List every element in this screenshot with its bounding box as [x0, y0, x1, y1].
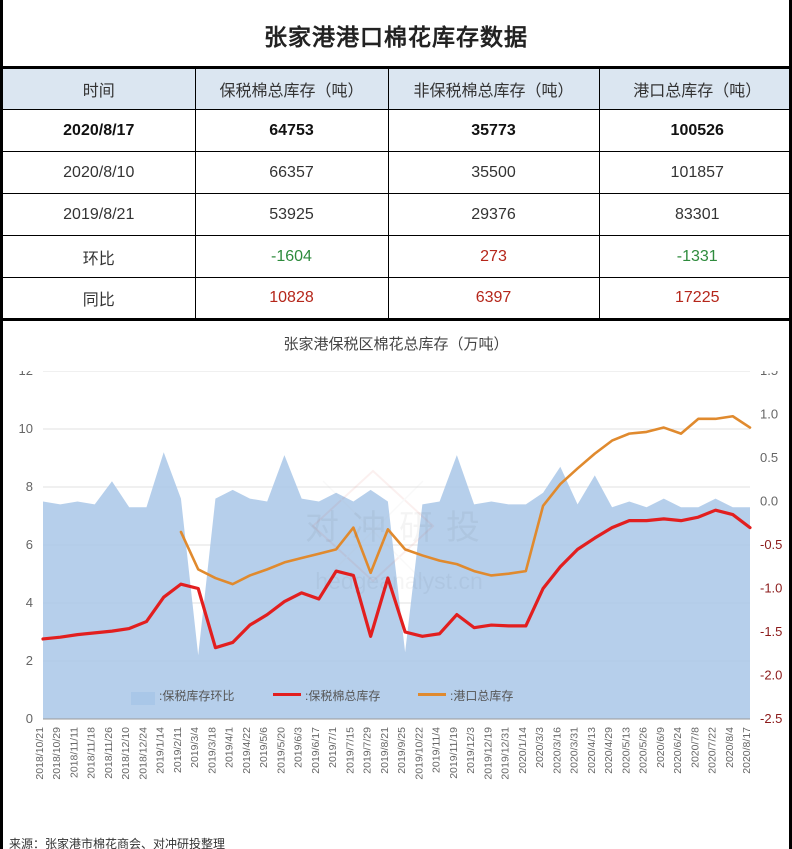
- svg-text:0.0: 0.0: [760, 494, 778, 509]
- svg-text:2018/12/24: 2018/12/24: [137, 727, 149, 780]
- svg-text:2019/10/22: 2019/10/22: [413, 727, 425, 780]
- svg-text:2020/5/13: 2020/5/13: [620, 727, 632, 774]
- svg-text:2020/6/9: 2020/6/9: [655, 727, 667, 768]
- svg-text:2020/5/26: 2020/5/26: [638, 727, 650, 774]
- svg-text:0: 0: [26, 711, 33, 726]
- svg-text:2019/7/1: 2019/7/1: [327, 727, 339, 768]
- svg-text:-2.0: -2.0: [760, 668, 782, 683]
- svg-text:4: 4: [26, 595, 33, 610]
- svg-text:2020/3/16: 2020/3/16: [551, 727, 563, 774]
- svg-text:2018/11/18: 2018/11/18: [86, 727, 98, 779]
- svg-text:2020/4/29: 2020/4/29: [603, 727, 615, 774]
- svg-text:12: 12: [19, 371, 33, 378]
- svg-text:2019/9/25: 2019/9/25: [396, 727, 408, 774]
- svg-text:-0.5: -0.5: [760, 537, 782, 552]
- svg-text:6: 6: [26, 537, 33, 552]
- svg-text:2019/12/31: 2019/12/31: [500, 727, 512, 780]
- svg-text:2020/8/17: 2020/8/17: [741, 727, 753, 774]
- svg-text:2019/3/18: 2019/3/18: [206, 727, 218, 774]
- svg-text:2018/11/11: 2018/11/11: [68, 727, 80, 778]
- svg-text:2020/8/4: 2020/8/4: [724, 727, 736, 768]
- svg-text:2019/6/3: 2019/6/3: [293, 727, 305, 768]
- svg-text:2019/1/14: 2019/1/14: [155, 727, 167, 774]
- svg-text:10: 10: [19, 421, 33, 436]
- svg-text:2018/10/29: 2018/10/29: [51, 727, 63, 780]
- svg-text:2019/11/19: 2019/11/19: [448, 727, 460, 779]
- svg-text:2019/6/17: 2019/6/17: [310, 727, 322, 774]
- svg-text:2019/4/22: 2019/4/22: [241, 727, 253, 774]
- svg-text:2019/12/19: 2019/12/19: [482, 727, 494, 780]
- svg-text:-2.5: -2.5: [760, 711, 782, 726]
- svg-text:2019/8/21: 2019/8/21: [379, 727, 391, 774]
- svg-text:2019/7/15: 2019/7/15: [344, 727, 356, 774]
- svg-text:2018/12/10: 2018/12/10: [120, 727, 132, 780]
- svg-text:1.5: 1.5: [760, 371, 778, 378]
- svg-text:2019/4/1: 2019/4/1: [224, 727, 236, 768]
- svg-text:-1.5: -1.5: [760, 624, 782, 639]
- svg-text:2018/11/26: 2018/11/26: [103, 727, 115, 779]
- svg-text:2020/1/14: 2020/1/14: [517, 727, 529, 774]
- svg-text:2020/3/3: 2020/3/3: [534, 727, 546, 768]
- svg-text:2019/11/4: 2019/11/4: [431, 727, 443, 773]
- svg-text:2018/10/21: 2018/10/21: [34, 727, 46, 780]
- svg-text:2020/6/24: 2020/6/24: [672, 727, 684, 774]
- svg-text:1.0: 1.0: [760, 407, 778, 422]
- svg-text:2020/3/31: 2020/3/31: [569, 727, 581, 774]
- svg-text:2019/12/3: 2019/12/3: [465, 727, 477, 774]
- svg-text:8: 8: [26, 479, 33, 494]
- svg-text:2: 2: [26, 653, 33, 668]
- svg-text:2020/7/8: 2020/7/8: [689, 727, 701, 768]
- svg-text:2019/2/11: 2019/2/11: [172, 727, 184, 773]
- svg-text:2020/7/22: 2020/7/22: [707, 727, 719, 774]
- svg-text:2019/3/4: 2019/3/4: [189, 727, 201, 768]
- svg-text:2019/5/20: 2019/5/20: [275, 727, 287, 774]
- svg-text:0.5: 0.5: [760, 450, 778, 465]
- svg-text:2020/4/13: 2020/4/13: [586, 727, 598, 774]
- svg-text:-1.0: -1.0: [760, 581, 782, 596]
- svg-text:2019/5/6: 2019/5/6: [258, 727, 270, 768]
- svg-text:2019/7/29: 2019/7/29: [362, 727, 374, 774]
